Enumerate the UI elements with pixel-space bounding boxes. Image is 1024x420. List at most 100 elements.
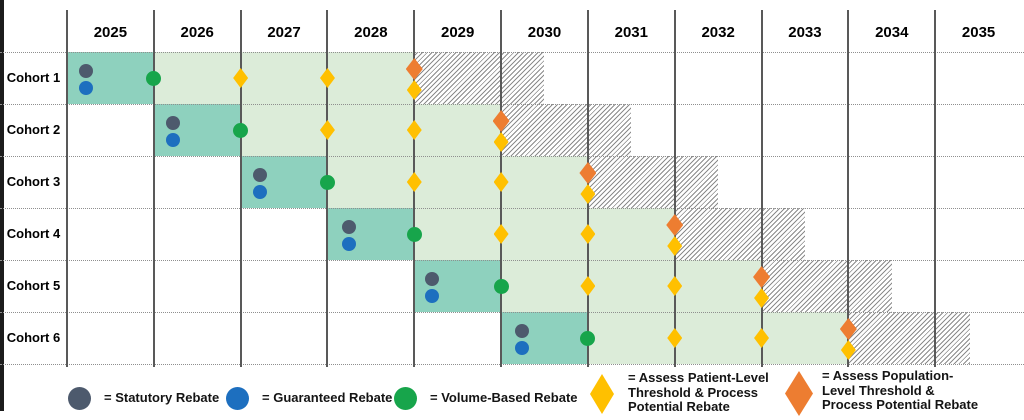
patient-level-assessment-marker <box>493 132 509 152</box>
year-header-label: 2025 <box>93 24 128 41</box>
patient-level-assessment-marker <box>667 328 683 348</box>
volume-based-rebate-marker <box>493 278 509 294</box>
phase-bar-teal <box>327 208 415 260</box>
statutory-rebate-marker <box>79 64 94 78</box>
guaranteed-rebate-marker <box>252 185 267 199</box>
cohort-row-label: Cohort 3 <box>6 174 61 189</box>
patient-level-assessment-marker <box>667 276 683 296</box>
legend-label: = Statutory Rebate <box>104 390 220 405</box>
chart-area: 2025 2026 2027 2028 2029 2030 2031 2032 2033 2034… <box>0 10 1024 367</box>
year-header-label: 2029 <box>440 24 475 41</box>
legend-label: = Assess Patient-Level Threshold & Proce… <box>628 370 769 414</box>
volume-based-rebate-marker <box>233 122 249 138</box>
phase-bar-hatch <box>414 52 545 104</box>
volume-based-rebate-marker <box>580 330 596 346</box>
guaranteed-rebate-marker <box>424 289 439 303</box>
patient-level-assessment-marker <box>233 68 249 88</box>
patient-level-assessment-marker <box>840 340 856 360</box>
population-level-assessment-marker <box>405 58 423 80</box>
year-gridline <box>66 10 68 367</box>
phase-bar-teal <box>501 312 588 364</box>
year-gridline <box>760 10 763 367</box>
phase-bar-light_green <box>587 312 849 364</box>
year-header-label: 2026 <box>180 24 214 41</box>
row-separator-line <box>0 52 1024 53</box>
population-level-assessment-marker <box>666 214 684 236</box>
population-level-assessment-marker <box>579 162 597 184</box>
patient-level-assessment-marker <box>580 224 596 244</box>
year-header-label: 2031 <box>614 24 648 41</box>
cohort-row-label: Cohort 2 <box>6 122 61 137</box>
year-header-label: 2032 <box>701 24 735 41</box>
year-header-label: 2030 <box>527 24 562 41</box>
row-separator-line <box>0 260 1024 261</box>
volume-based-rebate-marker <box>406 226 422 242</box>
population-level-assessment-marker <box>839 318 857 340</box>
year-header-label: 2027 <box>267 24 301 41</box>
row-separator-line <box>0 312 1024 313</box>
volume-legend-icon <box>394 387 417 410</box>
phase-bar-hatch <box>587 156 719 208</box>
patient-level-assessment-marker <box>406 120 422 140</box>
year-header-label: 2028 <box>354 24 388 41</box>
guaranteed-rebate-marker <box>342 237 357 251</box>
row-separator-line <box>0 208 1024 209</box>
patient-level-assessment-marker <box>493 224 509 244</box>
phase-bar-teal <box>240 156 328 208</box>
phase-bar-teal <box>414 260 502 312</box>
patient-level-assessment-marker <box>580 184 596 204</box>
guaranteed-legend-icon <box>226 387 249 410</box>
phase-bar-light_green <box>327 156 588 208</box>
guaranteed-rebate-marker <box>514 341 529 355</box>
statutory-rebate-marker <box>342 220 357 234</box>
statutory-rebate-marker <box>424 272 439 286</box>
legend-label: = Assess Population- Level Threshold & P… <box>822 368 979 412</box>
patient-level-assessment-marker <box>406 172 422 192</box>
year-header-label: 2033 <box>788 24 822 41</box>
statutory-rebate-marker <box>165 116 180 130</box>
population-level-assessment-marker <box>492 110 510 132</box>
year-header-label: 2035 <box>961 24 996 41</box>
row-separator-line <box>0 364 1024 365</box>
cohort-row-label: Cohort 4 <box>6 226 61 241</box>
guaranteed-rebate-marker <box>79 81 94 95</box>
figure-left-border <box>0 0 4 411</box>
legend-label: = Volume-Based Rebate <box>430 390 578 405</box>
patient-level-assessment-marker <box>580 276 596 296</box>
volume-based-rebate-marker <box>146 70 162 86</box>
row-separator-line <box>0 104 1024 105</box>
cohort-row-label: Cohort 1 <box>6 70 61 85</box>
year-gridline <box>847 10 850 367</box>
phase-bar-light_green <box>501 260 762 312</box>
guaranteed-rebate-marker <box>165 133 180 147</box>
year-gridline <box>673 10 676 367</box>
row-separator-line <box>0 156 1024 157</box>
patient-level-assessment-marker <box>319 68 335 88</box>
year-gridline <box>152 10 155 367</box>
cohort-row-label: Cohort 6 <box>6 330 61 345</box>
patient-level-assessment-marker <box>493 172 509 192</box>
phase-bar-light_green <box>414 208 675 260</box>
phase-bar-light_green <box>240 104 502 156</box>
year-header-label: 2034 <box>875 24 909 41</box>
patient-level-assessment-marker <box>319 120 335 140</box>
legend-label: = Guaranteed Rebate <box>262 390 393 405</box>
patient-level-assessment-marker <box>667 236 683 256</box>
year-gridline <box>239 10 242 367</box>
patient-level-assessment-marker <box>754 288 770 308</box>
phase-bar-hatch <box>501 104 632 156</box>
phase-bar-hatch <box>674 208 805 260</box>
patient-level-assessment-marker <box>406 80 422 100</box>
phase-bar-hatch <box>848 312 970 364</box>
population-level-assessment-marker <box>753 266 771 288</box>
phase-bar-teal <box>67 52 154 104</box>
volume-based-rebate-marker <box>319 174 335 190</box>
phase-bar-teal <box>153 104 241 156</box>
year-gridline <box>934 10 937 367</box>
statutory-rebate-marker <box>514 324 529 338</box>
cohort-row-label: Cohort 5 <box>6 278 61 293</box>
phase-bar-hatch <box>761 260 892 312</box>
phase-bar-light_green <box>153 52 415 104</box>
statutory-rebate-marker <box>252 168 267 182</box>
